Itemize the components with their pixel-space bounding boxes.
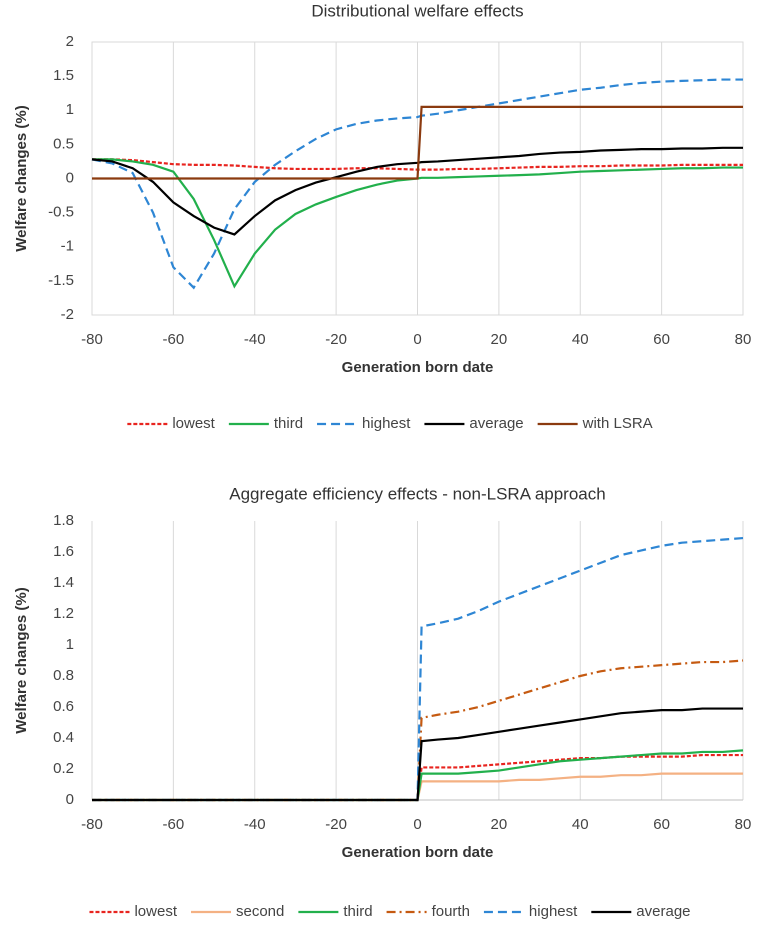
- y-tick-label: 1.6: [53, 543, 74, 560]
- series-line: [92, 536, 744, 802]
- y-tick-label: -2: [61, 306, 74, 323]
- x-tick-label: 60: [653, 331, 670, 348]
- legend-label: lowest: [134, 903, 177, 920]
- legend-label: average: [636, 903, 690, 920]
- y-tick-label: 1.5: [53, 67, 74, 84]
- y-axis-label: Welfare changes (%): [13, 105, 30, 251]
- x-tick-label: -40: [244, 816, 266, 833]
- y-tick-label: 0: [66, 169, 74, 186]
- series-line: [92, 158, 743, 171]
- x-axis-label: Generation born date: [342, 844, 494, 861]
- chart-title: Distributional welfare effects: [311, 1, 523, 20]
- legend-label: third: [274, 415, 303, 432]
- y-tick-label: 0.4: [53, 729, 74, 746]
- y-tick-label: -1: [61, 238, 74, 255]
- series-line: [91, 78, 743, 290]
- legend-label: lowest: [172, 415, 215, 432]
- x-tick-label: -40: [244, 331, 266, 348]
- x-tick-label: -80: [81, 331, 103, 348]
- x-tick-label: 80: [735, 816, 752, 833]
- y-tick-label: 1: [66, 101, 74, 118]
- x-tick-label: 0: [413, 331, 421, 348]
- y-tick-label: 0.8: [53, 667, 74, 684]
- x-tick-label: -60: [163, 816, 185, 833]
- x-tick-label: 20: [491, 816, 508, 833]
- series-line: [92, 158, 743, 289]
- x-tick-label: -20: [325, 816, 347, 833]
- legend-label: highest: [529, 903, 578, 920]
- y-tick-label: 0.2: [53, 760, 74, 777]
- chart-title: Aggregate efficiency effects - non-LSRA …: [229, 484, 605, 503]
- legend-label: third: [343, 903, 372, 920]
- legend-label: second: [236, 903, 284, 920]
- x-tick-label: 60: [653, 816, 670, 833]
- y-tick-label: 1: [66, 636, 74, 653]
- legend-label: average: [469, 415, 523, 432]
- x-tick-label: -80: [81, 816, 103, 833]
- y-tick-label: 1.8: [53, 512, 74, 529]
- legend-label: highest: [362, 415, 411, 432]
- y-tick-label: -0.5: [48, 204, 74, 221]
- y-tick-label: 0.5: [53, 135, 74, 152]
- x-axis-label: Generation born date: [342, 359, 494, 376]
- x-tick-label: 40: [572, 331, 589, 348]
- y-tick-label: 1.4: [53, 574, 74, 591]
- y-axis-label: Welfare changes (%): [13, 587, 30, 733]
- legend-label: with LSRA: [582, 415, 653, 432]
- series-line: [91, 146, 743, 236]
- x-tick-label: -60: [163, 331, 185, 348]
- series-line: [92, 105, 743, 180]
- y-tick-label: 1.2: [53, 605, 74, 622]
- x-tick-label: -20: [325, 331, 347, 348]
- x-tick-label: 40: [572, 816, 589, 833]
- y-tick-label: 2: [66, 33, 74, 50]
- x-tick-label: 80: [735, 331, 752, 348]
- x-tick-label: 0: [413, 816, 421, 833]
- y-tick-label: 0.6: [53, 698, 74, 715]
- x-tick-label: 20: [491, 331, 508, 348]
- y-tick-label: -1.5: [48, 272, 74, 289]
- y-tick-label: 0: [66, 791, 74, 808]
- series-line: [92, 707, 743, 802]
- legend-label: fourth: [432, 903, 470, 920]
